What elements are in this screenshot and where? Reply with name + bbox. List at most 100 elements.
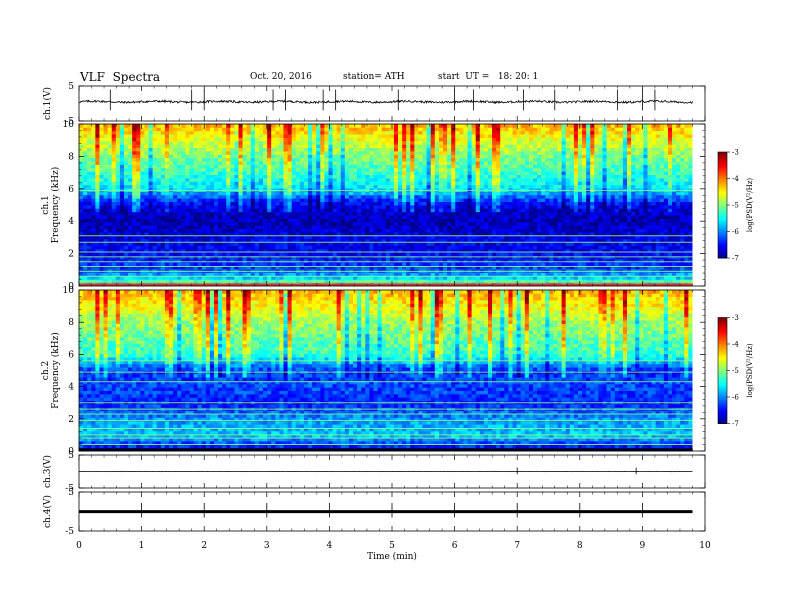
spectrogram-cell: [132, 245, 137, 250]
spectrogram-cell: [357, 205, 362, 209]
spectrogram-cell: [328, 225, 333, 230]
spectrogram-cell: [83, 208, 88, 213]
spectrogram-cell: [492, 211, 497, 216]
spectrogram-cell: [123, 124, 129, 128]
spectrogram-cell: [168, 252, 174, 257]
spectrogram-cell: [152, 161, 158, 165]
spectrogram-cell: [426, 130, 432, 135]
spectrogram-cell: [381, 140, 387, 145]
spectrogram-cell: [418, 262, 423, 267]
spectrogram-cell: [107, 167, 113, 172]
spectrogram-cell: [263, 242, 268, 246]
spectrogram-cell: [303, 191, 309, 196]
spectrogram-cell: [467, 178, 473, 182]
spectrogram-cell: [152, 211, 158, 216]
spectrogram-cell: [246, 225, 252, 230]
spectrogram-cell: [393, 191, 399, 196]
spectrogram-cell: [181, 272, 186, 277]
spectrogram-cell: [242, 255, 248, 260]
spectrogram-cell: [410, 134, 415, 138]
spectrogram-cell: [447, 164, 452, 169]
spectrogram-cell: [234, 144, 239, 149]
spectrogram-cell: [434, 228, 440, 233]
spectrogram-cell: [107, 218, 113, 223]
spectrogram-cell: [99, 215, 104, 219]
spectrogram-cell: [201, 255, 207, 260]
spectrogram-cell: [242, 259, 248, 263]
spectrogram-cell: [389, 137, 395, 142]
spectrogram-cell: [218, 215, 223, 219]
spectrogram-cell: [213, 184, 219, 189]
spectrogram-cell: [406, 161, 411, 165]
spectrogram-cell: [254, 147, 260, 152]
spectrogram-cell: [173, 228, 178, 233]
spectrogram-cell: [238, 245, 243, 250]
spectrogram-cell: [119, 137, 125, 142]
spectrogram-cell: [422, 245, 428, 250]
spectrogram-cell: [463, 154, 468, 159]
spectrogram-cell: [263, 262, 268, 267]
spectrogram-cell: [238, 275, 243, 280]
spectrogram-cell: [91, 124, 96, 128]
spectrogram-cell: [246, 184, 252, 189]
spectrogram-cell: [258, 194, 264, 199]
spectrogram-cell: [402, 225, 407, 230]
spectrogram-cell: [164, 201, 170, 206]
spectrogram-cell: [312, 174, 317, 179]
spectrogram-cell: [226, 161, 231, 165]
spectrogram-cell: [226, 255, 231, 260]
spectrogram-cell: [381, 252, 387, 257]
spectrogram-cell: [107, 255, 113, 260]
spectrogram-cell: [475, 198, 481, 203]
spectrogram-cell: [115, 171, 121, 176]
spectrogram-cell: [463, 167, 468, 172]
spectrogram-cell: [144, 161, 149, 165]
spectrogram-cell: [254, 265, 260, 270]
spectrogram-cell: [275, 198, 280, 203]
spectrogram-cell: [455, 218, 460, 223]
spectrogram-cell: [308, 171, 313, 176]
spectrogram-cell: [381, 228, 387, 233]
spectrogram-cell: [299, 157, 305, 162]
spectrogram-cell: [234, 151, 239, 155]
spectrogram-cell: [316, 167, 321, 172]
spectrogram-cell: [283, 275, 288, 280]
spectrogram-cell: [181, 127, 186, 132]
spectrogram-cell: [234, 211, 239, 216]
spectrogram-cell: [254, 181, 260, 186]
spectrogram-cell: [83, 198, 88, 203]
spectrogram-cell: [357, 215, 362, 219]
spectrogram-cell: [205, 140, 211, 145]
spectrogram-cell: [471, 167, 477, 172]
spectrogram-cell: [173, 232, 178, 236]
spectrogram-cell: [471, 205, 477, 209]
spectrogram-cell: [156, 140, 162, 145]
spectrogram-cell: [414, 127, 419, 132]
spectrogram-cell: [455, 201, 460, 206]
spectrogram-cell: [377, 235, 383, 240]
spectrogram-cell: [344, 228, 350, 233]
spectrogram-cell: [140, 208, 145, 213]
spectrogram-cell: [426, 262, 432, 267]
spectrogram-cell: [140, 144, 145, 149]
spectrogram-cell: [308, 154, 313, 159]
spectrogram-cell: [119, 181, 125, 186]
spectrogram-cell: [168, 235, 174, 240]
spectrogram-cell: [467, 144, 473, 149]
spectrogram-cell: [385, 225, 391, 230]
spectrogram-cell: [279, 252, 284, 257]
spectrogram-cell: [455, 151, 460, 155]
spectrogram-cell: [275, 259, 280, 263]
spectrogram-cell: [99, 198, 104, 203]
spectrogram-cell: [389, 235, 395, 240]
spectrogram-cell: [107, 272, 113, 277]
spectrogram-cell: [111, 198, 117, 203]
spectrogram-cell: [185, 191, 190, 196]
spectrogram-cell: [95, 208, 100, 213]
spectrogram-cell: [471, 255, 477, 260]
spectrogram-cell: [181, 130, 186, 135]
spectrogram-cell: [193, 157, 199, 162]
spectrogram-cell: [250, 181, 256, 186]
spectrogram-cell: [316, 242, 321, 246]
spectrogram-cell: [487, 154, 493, 159]
